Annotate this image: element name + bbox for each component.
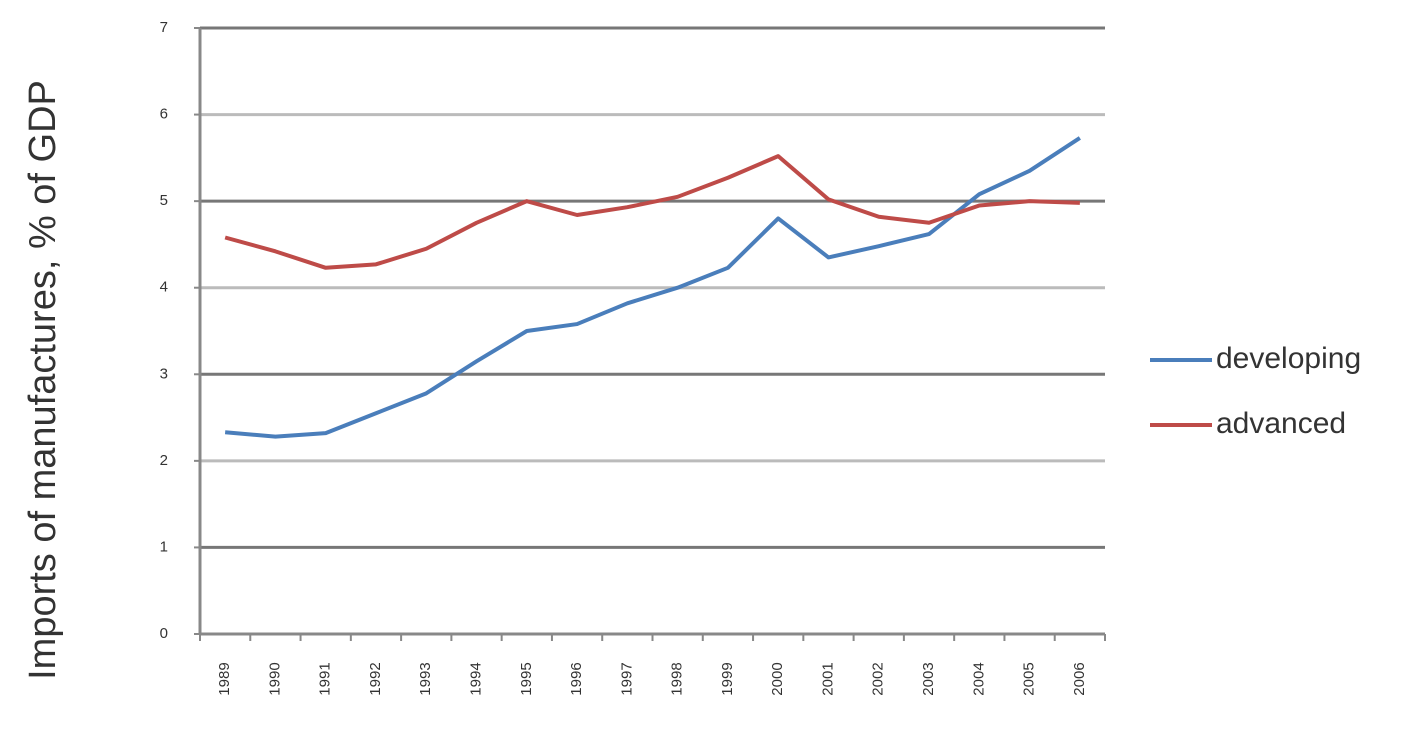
x-tick-label: 2002 — [870, 662, 887, 695]
y-tick-label: 3 — [160, 365, 168, 382]
y-tick-label: 0 — [160, 625, 168, 642]
y-tick-label: 5 — [160, 192, 168, 209]
x-tick-label: 1998 — [669, 662, 686, 695]
x-tick-label: 2006 — [1071, 662, 1088, 695]
series-line — [224, 154, 1080, 270]
y-tick-label: 7 — [160, 19, 168, 36]
y-tick-label: 2 — [160, 452, 168, 469]
x-tick-label: 1995 — [518, 662, 535, 695]
y-tick-label: 1 — [160, 538, 168, 555]
x-tick-label: 1989 — [216, 662, 233, 695]
y-tick-label: 6 — [160, 106, 168, 123]
x-tick-label: 1996 — [568, 662, 585, 695]
x-tick-label: 1990 — [266, 662, 283, 695]
x-tick-label: 2001 — [819, 662, 836, 695]
x-tick-label: 1997 — [618, 662, 635, 695]
series-line — [224, 136, 1081, 439]
x-tick-label: 1999 — [719, 662, 736, 695]
x-tick-label: 1991 — [317, 662, 334, 695]
y-tick-label: 4 — [160, 279, 168, 296]
x-tick-label: 1994 — [467, 662, 484, 695]
x-tick-label: 2003 — [920, 662, 937, 695]
x-tick-label: 2005 — [1021, 662, 1038, 695]
x-tick-label: 1992 — [367, 662, 384, 695]
y-axis-label: Imports of manufactures, % of GDP — [22, 80, 64, 680]
x-tick-label: 2000 — [769, 662, 786, 695]
x-tick-label: 1993 — [417, 662, 434, 695]
legend-label: advanced — [1216, 407, 1346, 440]
x-tick-label: 2004 — [970, 662, 987, 695]
legend-label: developing — [1216, 342, 1361, 375]
